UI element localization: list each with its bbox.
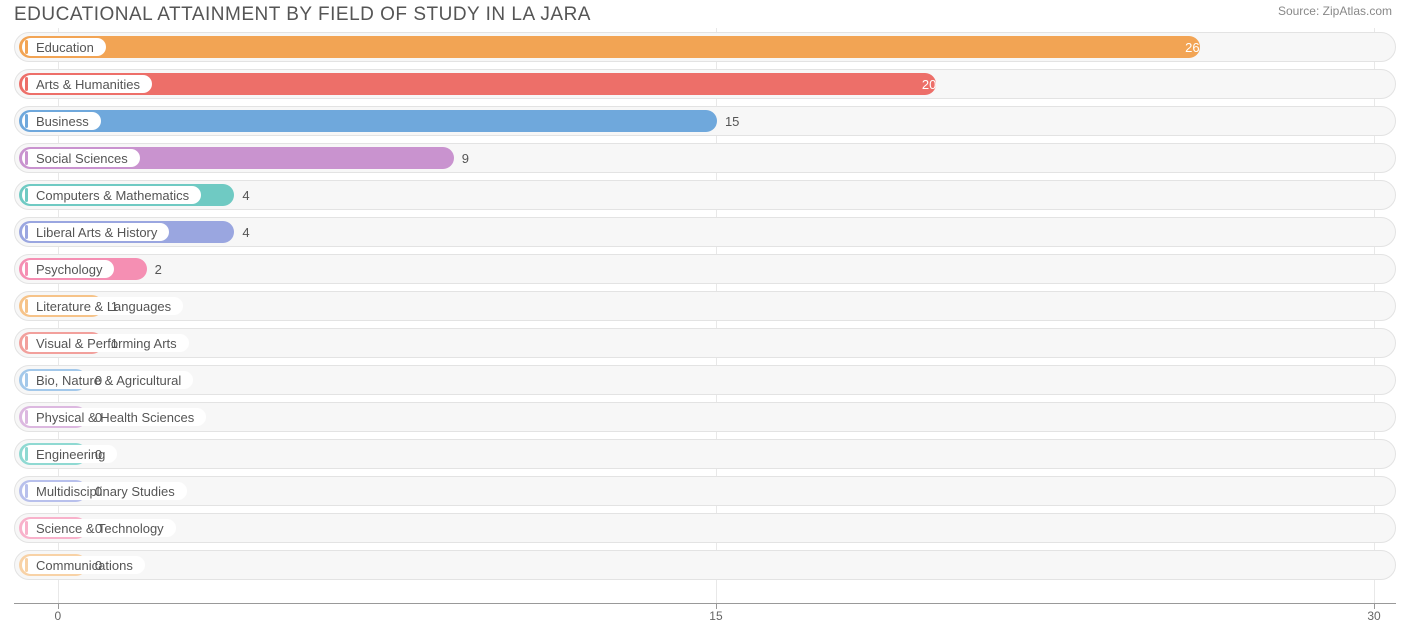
value-label: 20	[19, 70, 936, 98]
value-label: 1	[111, 329, 118, 357]
axis-tick-label: 15	[709, 609, 722, 623]
value-label: 26	[19, 33, 1200, 61]
axis-tick-label: 30	[1367, 609, 1380, 623]
value-label: 4	[242, 218, 249, 246]
bar-row: Arts & Humanities20	[14, 69, 1396, 99]
value-label: 2	[155, 255, 162, 283]
category-label-pill: Visual & Performing Arts	[22, 334, 189, 352]
category-color-dot	[25, 410, 28, 424]
category-color-dot	[25, 558, 28, 572]
bar	[19, 110, 717, 132]
bar-row: Communications0	[14, 550, 1396, 580]
category-label: Multidisciplinary Studies	[36, 484, 175, 499]
category-color-dot	[25, 225, 28, 239]
category-color-dot	[25, 447, 28, 461]
category-label: Computers & Mathematics	[36, 188, 189, 203]
value-label: 0	[95, 551, 102, 579]
axis-tick-label: 0	[55, 609, 62, 623]
category-label: Literature & Languages	[36, 299, 171, 314]
bar-row: Education26	[14, 32, 1396, 62]
header: EDUCATIONAL ATTAINMENT BY FIELD OF STUDY…	[0, 0, 1406, 26]
bar-row: Physical & Health Sciences0	[14, 402, 1396, 432]
chart-area: Education26 Arts & Humanities20 Business 15…	[14, 28, 1396, 603]
category-label: Visual & Performing Arts	[36, 336, 177, 351]
category-label-pill: Physical & Health Sciences	[22, 408, 206, 426]
category-label: Psychology	[36, 262, 102, 277]
source-label: Source: ZipAtlas.com	[1278, 4, 1392, 18]
value-label: 9	[462, 144, 469, 172]
category-label-pill: Bio, Nature & Agricultural	[22, 371, 193, 389]
category-label-pill: Computers & Mathematics	[22, 186, 201, 204]
chart-title: EDUCATIONAL ATTAINMENT BY FIELD OF STUDY…	[14, 4, 591, 26]
category-label-pill: Engineering	[22, 445, 117, 463]
category-label-pill: Psychology	[22, 260, 114, 278]
category-color-dot	[25, 262, 28, 276]
value-label: 15	[725, 107, 739, 135]
value-label: 0	[95, 514, 102, 542]
category-label: Business	[36, 114, 89, 129]
bar-row: Bio, Nature & Agricultural0	[14, 365, 1396, 395]
value-label: 4	[242, 181, 249, 209]
bar-row: Computers & Mathematics 4	[14, 180, 1396, 210]
category-color-dot	[25, 484, 28, 498]
value-label: 0	[95, 440, 102, 468]
bar-row: Science & Technology0	[14, 513, 1396, 543]
category-label-pill: Liberal Arts & History	[22, 223, 169, 241]
category-color-dot	[25, 373, 28, 387]
bar-row: Engineering0	[14, 439, 1396, 469]
value-label: 0	[95, 477, 102, 505]
value-label: 0	[95, 403, 102, 431]
value-label: 0	[95, 366, 102, 394]
bar-row: Visual & Performing Arts1	[14, 328, 1396, 358]
x-axis: 0 15 30	[14, 603, 1396, 627]
value-label: 1	[111, 292, 118, 320]
category-label-pill: Business	[22, 112, 101, 130]
bar-row: Psychology 2	[14, 254, 1396, 284]
category-label-pill: Multidisciplinary Studies	[22, 482, 187, 500]
bar-row: Social Sciences 9	[14, 143, 1396, 173]
bar-row: Business 15	[14, 106, 1396, 136]
category-color-dot	[25, 188, 28, 202]
category-label: Bio, Nature & Agricultural	[36, 373, 181, 388]
category-color-dot	[25, 336, 28, 350]
axis-baseline	[14, 603, 1396, 604]
category-label-pill: Literature & Languages	[22, 297, 183, 315]
category-color-dot	[25, 151, 28, 165]
bar-row: Literature & Languages1	[14, 291, 1396, 321]
category-color-dot	[25, 299, 28, 313]
category-color-dot	[25, 114, 28, 128]
category-label: Communications	[36, 558, 133, 573]
category-color-dot	[25, 521, 28, 535]
bar-row: Liberal Arts & History 4	[14, 217, 1396, 247]
category-label: Social Sciences	[36, 151, 128, 166]
category-label: Liberal Arts & History	[36, 225, 157, 240]
category-label: Physical & Health Sciences	[36, 410, 194, 425]
category-label-pill: Communications	[22, 556, 145, 574]
category-label-pill: Social Sciences	[22, 149, 140, 167]
bar-row: Multidisciplinary Studies0	[14, 476, 1396, 506]
